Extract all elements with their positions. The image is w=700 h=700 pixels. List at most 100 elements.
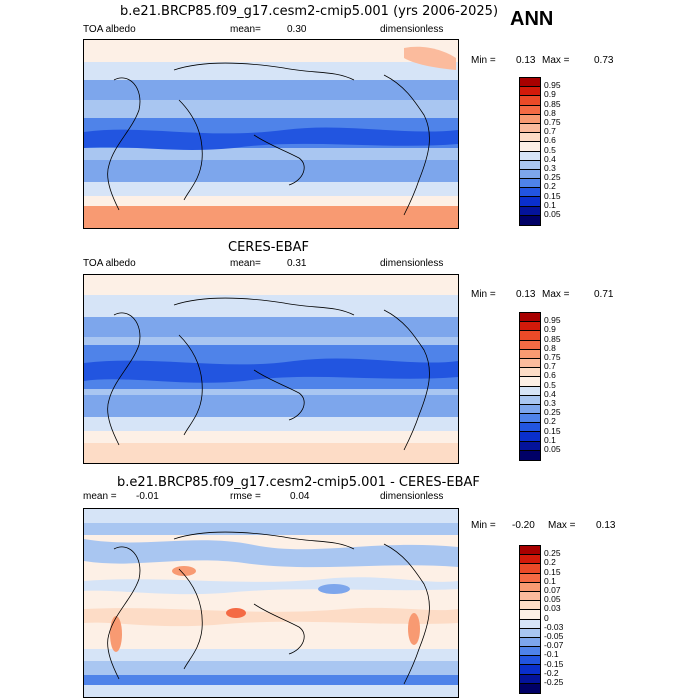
colorbar-tick-label: 0.15 <box>544 425 561 436</box>
colorbar-tick-label: 0.2 <box>544 557 556 568</box>
colorbar-swatch <box>520 386 540 396</box>
panel-3-title: b.e21.BRCP85.f09_g17.cesm2-cmip5.001 - C… <box>117 475 480 490</box>
colorbar-swatch <box>520 656 540 666</box>
colorbar-swatch <box>520 555 540 565</box>
colorbar-tick-label: 0.15 <box>544 566 561 577</box>
colorbar-swatches <box>519 77 541 226</box>
colorbar-swatch <box>520 414 540 424</box>
colorbar-swatch <box>520 377 540 387</box>
colorbar-tick-label: 0.2 <box>544 181 556 192</box>
panel-3-units: dimensionless <box>380 491 444 502</box>
colorbar-tick-label: -0.05 <box>544 631 564 641</box>
panel-1-map <box>83 39 459 229</box>
colorbar-tick-label: 0.7 <box>544 361 556 372</box>
colorbar-swatch <box>520 368 540 378</box>
colorbar-tick-label: -0.15 <box>544 658 564 669</box>
colorbar-tick-label: 0.6 <box>544 135 556 146</box>
panel-3-min-value: -0.20 <box>512 520 535 531</box>
colorbar-tick-label: 0 <box>544 612 549 623</box>
panel-1-title: b.e21.BRCP85.f09_g17.cesm2-cmip5.001 (yr… <box>120 4 499 19</box>
panel-2-min-value: 0.13 <box>516 289 536 300</box>
colorbar-swatch <box>520 395 540 405</box>
colorbar-swatch <box>520 197 540 207</box>
panel-1-max-label: Max = <box>542 55 570 66</box>
colorbar-tick-label: 0.75 <box>544 117 561 127</box>
colorbar-tick-label: 0.3 <box>544 398 556 408</box>
colorbar-swatch <box>520 674 540 684</box>
colorbar-tick-label: 0.4 <box>544 153 556 164</box>
colorbar-swatch <box>520 564 540 574</box>
panel-3-map-field <box>84 509 458 697</box>
colorbar-tick-label: -0.1 <box>544 649 559 660</box>
panel-2-map-field <box>84 275 458 463</box>
colorbar-tick-label: 0.1 <box>544 575 556 586</box>
colorbar-swatch <box>520 123 540 134</box>
colorbar-tick-label: 0.5 <box>544 144 556 155</box>
colorbar-tick-label: 0.95 <box>544 315 561 326</box>
panel-2-mean-value: 0.31 <box>287 258 307 269</box>
colorbar-tick-label: 0.8 <box>544 107 556 118</box>
colorbar-swatch <box>520 647 540 657</box>
colorbar-swatch <box>520 349 540 359</box>
panel-1-max-value: 0.73 <box>594 55 614 66</box>
colorbar-swatch <box>520 450 540 460</box>
panel-2-min-label: Min = <box>471 289 496 300</box>
panel-1-map-field <box>84 40 458 228</box>
colorbar-swatch <box>520 358 540 369</box>
colorbar-swatch <box>520 188 540 198</box>
colorbar-tick-label: 0.6 <box>544 370 556 381</box>
colorbar-swatch <box>520 441 540 451</box>
colorbar-tick-label: 0.85 <box>544 333 561 344</box>
colorbar-swatch <box>520 610 540 620</box>
colorbar-swatch <box>520 432 540 442</box>
colorbar-swatch <box>520 601 540 611</box>
colorbar-tick-label: -0.07 <box>544 640 564 651</box>
colorbar-tick-label: 0.8 <box>544 342 556 353</box>
colorbar-swatch <box>520 179 540 189</box>
colorbar-swatch <box>520 206 540 216</box>
colorbar-swatch <box>520 340 540 350</box>
colorbar-swatch <box>520 151 540 161</box>
colorbar-tick-label: 0.15 <box>544 190 561 201</box>
colorbar-swatch <box>520 573 540 583</box>
colorbar-swatch <box>520 591 540 602</box>
colorbar-tick-label: 0.07 <box>544 585 561 595</box>
colorbar-tick-label: 0.85 <box>544 98 561 109</box>
panel-1-min-label: Min = <box>471 55 496 66</box>
colorbar-tick-label: 0.05 <box>544 209 561 219</box>
colorbar-swatch <box>520 665 540 675</box>
colorbar-tick-label: 0.25 <box>544 172 561 183</box>
panel-1-units: dimensionless <box>380 24 444 35</box>
colorbar-tick-label: 0.1 <box>544 199 556 210</box>
colorbar-swatch <box>520 114 540 124</box>
panel-3-max-value: 0.13 <box>596 520 616 531</box>
panel-1-mean-label: mean= <box>230 24 261 35</box>
panel-3-rmse-value: 0.04 <box>290 491 310 502</box>
colorbar-tick-label: 0.9 <box>544 89 556 100</box>
colorbar-tick-label: -0.03 <box>544 621 564 632</box>
colorbar-swatch <box>520 546 540 556</box>
colorbar-swatch <box>520 105 540 115</box>
colorbar-swatch <box>520 404 540 415</box>
colorbar-tick-label: 0.1 <box>544 434 556 445</box>
panel-1-variable-label: TOA albedo <box>83 24 136 35</box>
panel-3-rmse-label: rmse = <box>230 491 261 502</box>
colorbar-swatch <box>520 169 540 180</box>
colorbar-tick-label: -0.25 <box>544 677 564 687</box>
panel-1-mean-value: 0.30 <box>287 24 307 35</box>
panel-2-max-label: Max = <box>542 289 570 300</box>
colorbar-swatch <box>520 160 540 170</box>
colorbar-swatch <box>520 215 540 225</box>
panel-3-max-label: Max = <box>548 520 576 531</box>
panel-2-mean-label: mean= <box>230 258 261 269</box>
colorbar-tick-label: 0.05 <box>544 444 561 454</box>
colorbar-tick-label: 0.25 <box>544 548 561 559</box>
panel-2-variable-label: TOA albedo <box>83 258 136 269</box>
colorbar-swatch <box>520 133 540 143</box>
colorbar-tick-label: -0.2 <box>544 667 559 678</box>
panel-2-max-value: 0.71 <box>594 289 614 300</box>
colorbar-swatch <box>520 322 540 332</box>
colorbar-swatch <box>520 78 540 88</box>
colorbar-tick-label: 0.05 <box>544 594 561 605</box>
panel-3-mean-label: mean = <box>83 491 117 502</box>
